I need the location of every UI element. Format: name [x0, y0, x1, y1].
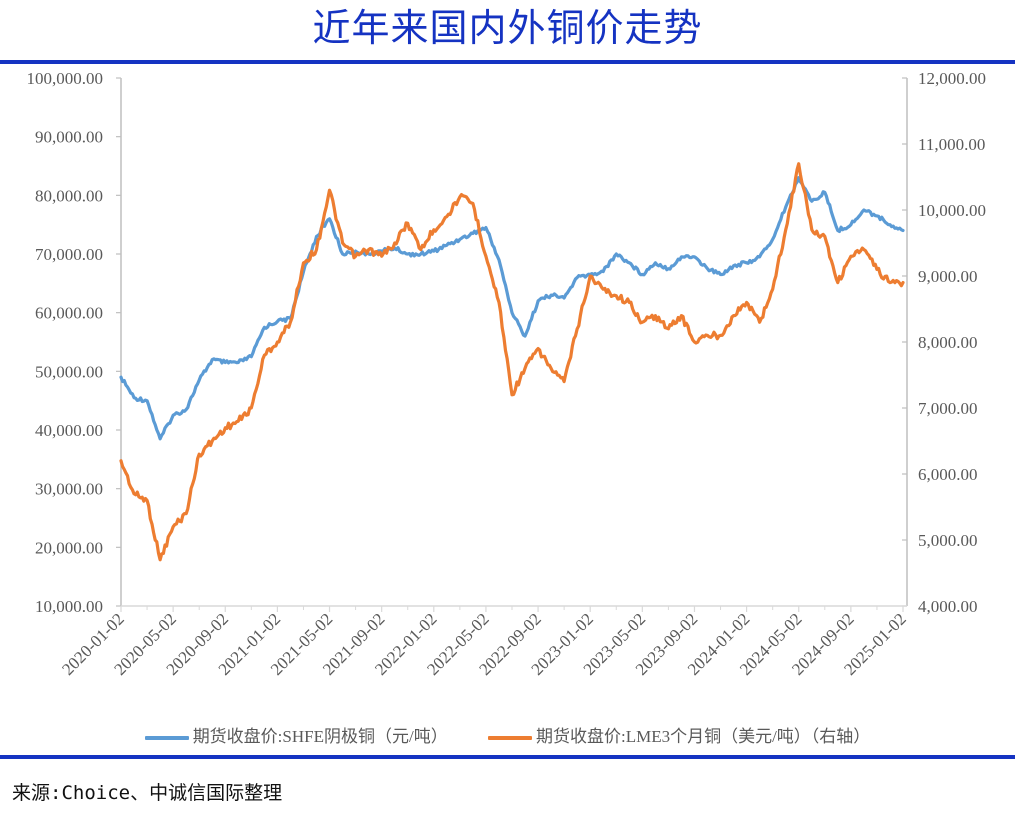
right-axis-tick-label: 11,000.00 [918, 135, 985, 154]
line-chart: 10,000.00 20,000.00 30,000.00 40,000.00 50,0… [27, 69, 987, 679]
left-axis-tick-label: 80,000.00 [35, 186, 103, 205]
left-axis-tick-label: 20,000.00 [35, 538, 103, 557]
right-axis-tick-label: 10,000.00 [918, 201, 986, 220]
left-axis-tick-label: 60,000.00 [35, 304, 103, 323]
legend-swatch-lme [487, 736, 532, 741]
series-line-shfe [119, 176, 905, 441]
x-axis: 2020-01-022020-05-022020-09-022021-01-02… [58, 605, 910, 679]
right-axis-tick-label: 7,000.00 [918, 399, 978, 418]
left-axis-tick-label: 90,000.00 [35, 128, 103, 147]
series-line-lme [119, 162, 905, 562]
right-axis-tick-label: 9,000.00 [918, 267, 978, 286]
right-axis-tick-label: 12,000.00 [918, 69, 986, 88]
right-y-axis: 4,000.00 5,000.00 6,000.00 7,000.00 8,000.00… [902, 69, 986, 616]
legend-item-lme: 期货收盘价:LME3个月铜（美元/吨）（右轴） [487, 722, 871, 747]
right-axis-tick-label: 6,000.00 [918, 465, 978, 484]
legend-label-shfe: 期货收盘价:SHFE阴极铜（元/吨） [192, 727, 448, 746]
left-y-axis: 10,000.00 20,000.00 30,000.00 40,000.00 50,0… [27, 69, 122, 616]
legend-label-lme: 期货收盘价:LME3个月铜（美元/吨）（右轴） [535, 727, 871, 746]
left-axis-tick-label: 70,000.00 [35, 245, 103, 264]
left-axis-tick-label: 50,000.00 [35, 362, 103, 381]
title-divider [0, 60, 1015, 64]
legend-item-shfe: 期货收盘价:SHFE阴极铜（元/吨） [144, 722, 448, 747]
right-axis-tick-label: 4,000.00 [918, 597, 978, 616]
left-axis-tick-label: 100,000.00 [27, 69, 104, 88]
series-lines [119, 162, 905, 562]
legend-swatch-shfe [144, 736, 189, 741]
chart-legend: 期货收盘价:SHFE阴极铜（元/吨） 期货收盘价:LME3个月铜（美元/吨）（右… [0, 722, 1015, 747]
chart-title: 近年来国内外铜价走势 [312, 6, 703, 50]
right-axis-tick-label: 5,000.00 [918, 531, 978, 550]
left-axis-tick-label: 10,000.00 [35, 597, 103, 616]
left-axis-tick-label: 30,000.00 [35, 480, 103, 499]
source-note: 来源:Choice、中诚信国际整理 [12, 782, 283, 804]
footer-divider [0, 755, 1015, 759]
right-axis-tick-label: 8,000.00 [918, 333, 978, 352]
left-axis-tick-label: 40,000.00 [35, 421, 103, 440]
